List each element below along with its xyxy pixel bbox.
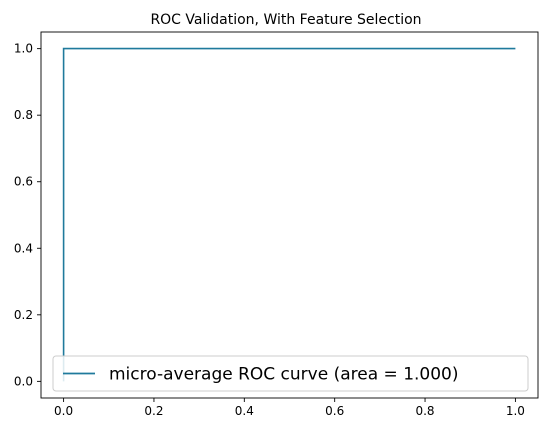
x-tick-label: 0.8 <box>415 404 434 418</box>
y-tick-label: 0.6 <box>14 175 33 189</box>
chart-title: ROC Validation, With Feature Selection <box>150 12 421 28</box>
x-tick-label: 1.0 <box>506 404 525 418</box>
x-tick-label: 0.0 <box>54 404 73 418</box>
y-tick-label: 0.2 <box>14 308 33 322</box>
x-tick-label: 0.2 <box>144 404 163 418</box>
x-tick-label: 0.6 <box>325 404 344 418</box>
plot-area <box>62 47 516 382</box>
x-tick-label: 0.4 <box>235 404 254 418</box>
legend-label: micro-average ROC curve (area = 1.000) <box>109 365 459 385</box>
y-tick-label: 0.0 <box>14 374 33 388</box>
legend: micro-average ROC curve (area = 1.000) <box>52 355 529 392</box>
axes: 0.0 0.2 0.4 0.6 0.8 1.0 0.0 0.2 0.4 0.6 0.8 1.0 <box>14 31 539 418</box>
y-tick-label: 1.0 <box>14 42 33 56</box>
axes-frame <box>40 31 539 399</box>
y-tick-label: 0.4 <box>14 241 33 255</box>
y-tick-label: 0.8 <box>14 108 33 122</box>
roc-curve-line-0 <box>62 47 516 382</box>
legend-box <box>52 355 529 392</box>
